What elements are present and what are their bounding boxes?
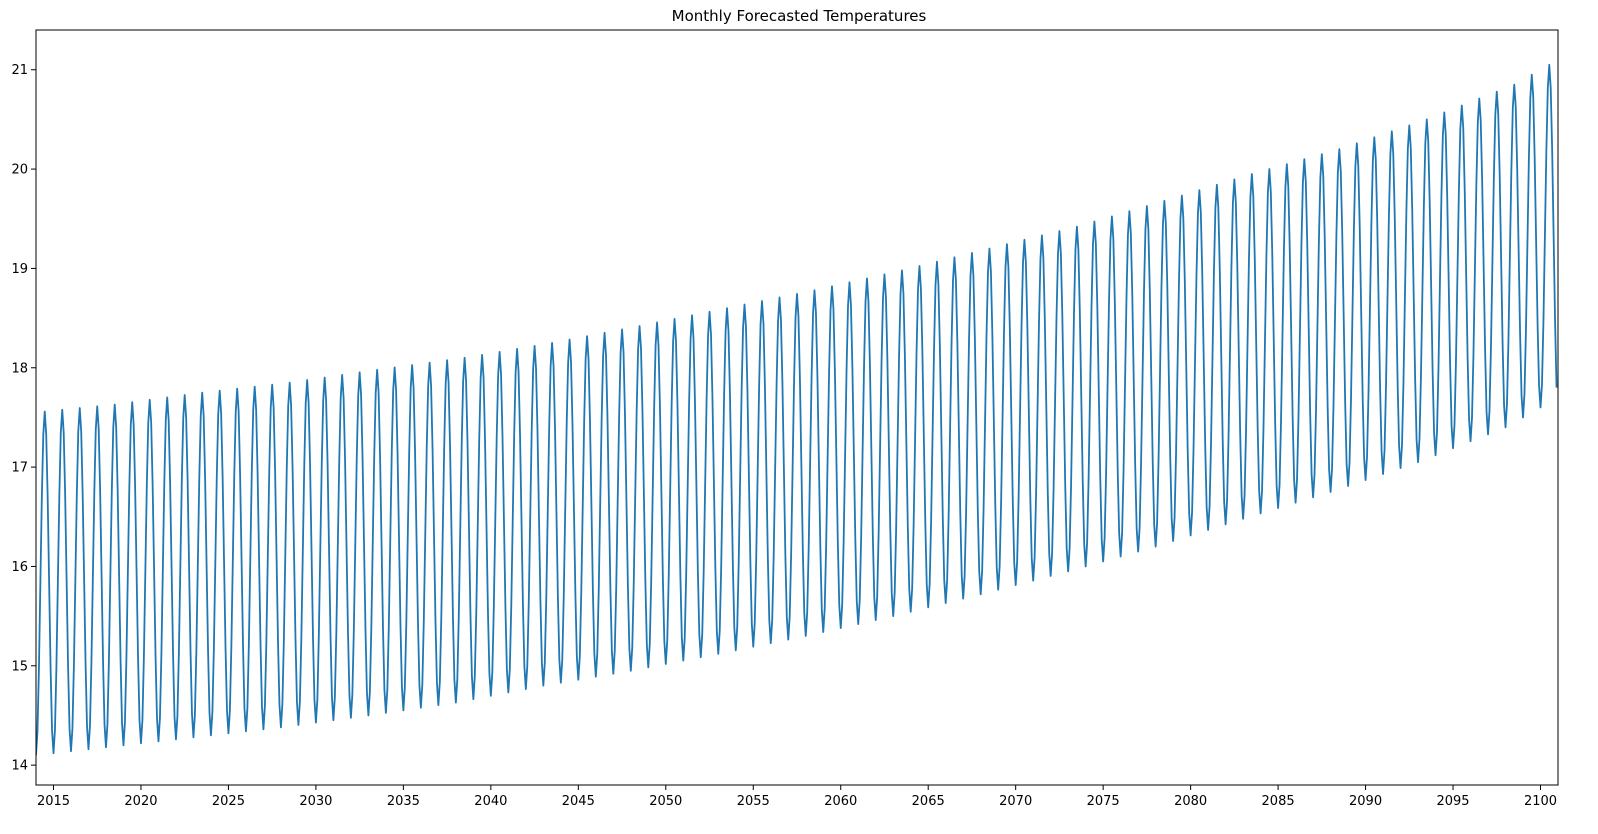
y-tick-label: 15 (11, 659, 28, 674)
y-tick-label: 20 (11, 163, 28, 178)
y-tick-label: 18 (11, 361, 28, 376)
x-tick-label: 2080 (1174, 794, 1207, 809)
y-tick-label: 19 (11, 262, 28, 277)
x-tick-label: 2070 (999, 794, 1032, 809)
axes-frame (35, 29, 1559, 786)
x-tick-label: 2025 (212, 794, 245, 809)
x-tick-label: 2030 (299, 794, 332, 809)
x-tick-label: 2045 (562, 794, 595, 809)
x-tick-label: 2060 (824, 794, 857, 809)
x-tick-label: 2085 (1262, 794, 1295, 809)
x-tick-label: 2035 (387, 794, 420, 809)
x-tick-label: 2095 (1436, 794, 1469, 809)
y-tick-label: 17 (11, 461, 28, 476)
x-tick-label: 2055 (737, 794, 770, 809)
y-tick-label: 21 (11, 63, 28, 78)
x-tick-label: 2090 (1349, 794, 1382, 809)
x-axis: 2015 2020 2025 2030 2035 2040 2045 2050 2055 2060… (37, 785, 1557, 809)
x-tick-label: 2040 (474, 794, 507, 809)
y-tick-label: 14 (11, 759, 28, 774)
x-tick-label: 2015 (37, 794, 70, 809)
plot-area (36, 63, 1558, 756)
x-tick-label: 2100 (1524, 794, 1557, 809)
x-tick-label: 2065 (912, 794, 945, 809)
y-tick-label: 16 (11, 560, 28, 575)
series-line (36, 63, 1558, 756)
x-tick-label: 2050 (649, 794, 682, 809)
x-tick-label: 2075 (1087, 794, 1120, 809)
y-axis: 14 15 16 17 18 19 20 21 (11, 63, 36, 774)
x-tick-label: 2020 (124, 794, 157, 809)
chart-title: Monthly Forecasted Temperatures (671, 7, 927, 25)
